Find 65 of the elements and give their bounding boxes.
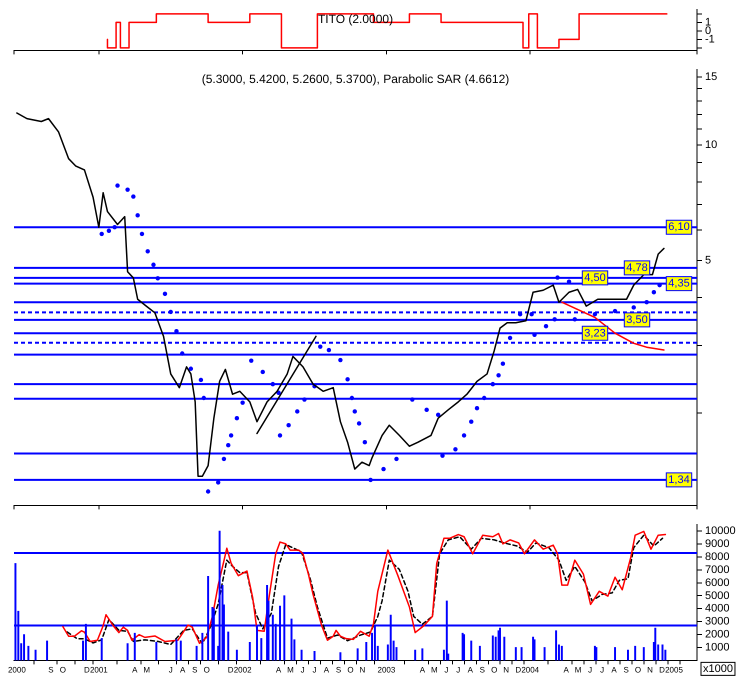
x-tick-label: S — [192, 665, 198, 674]
x-tick-label: M — [574, 665, 582, 674]
y-tick-label: 6000 — [705, 576, 730, 589]
x-tick-label: J — [300, 665, 305, 674]
x-tick-label: N — [360, 665, 366, 674]
ref-line-label: 3,50 — [626, 314, 648, 326]
x-tick-label: 2002 — [234, 665, 252, 674]
x-tick-label: J — [588, 665, 592, 674]
x-tick-label: 2004 — [521, 665, 540, 674]
y-tick-label: 10000 — [705, 525, 736, 538]
x-tick-label: O — [491, 665, 498, 674]
ref-line-label: 4,78 — [626, 262, 648, 274]
x-tick-label: 2005 — [665, 665, 684, 674]
ref-line-label: 4,50 — [584, 272, 606, 284]
y-tick-label: 5000 — [705, 590, 730, 602]
x-tick-label: D — [228, 665, 234, 674]
ref-line-label: 3,23 — [584, 327, 606, 340]
y-tick-label: -1 — [705, 33, 715, 46]
y-tick-label: 15 — [705, 71, 718, 84]
x-tick-label: M — [287, 665, 294, 674]
x-tick-label: 2000 — [8, 665, 26, 674]
x-tick-label: A — [611, 665, 618, 674]
y-tick-label: 9000 — [705, 538, 730, 550]
x-tick-label: J — [312, 665, 317, 674]
ref-line-label: 6,10 — [668, 221, 690, 234]
x-tick-label: J — [168, 665, 173, 674]
ref-line-label: 1,34 — [668, 474, 690, 486]
x-tick-label: S — [48, 665, 54, 674]
x-tick-label: N — [503, 665, 510, 674]
x-tick-label: N — [647, 665, 654, 674]
x-tick-label: S — [623, 665, 629, 674]
x-tick-label: 2003 — [378, 665, 396, 674]
y-tick-label: 5 — [705, 254, 712, 266]
x-tick-label: J — [444, 665, 448, 674]
chart-title: (5.3000, 5.4200, 5.2600, 5.3700), Parabolic SAR (4.6612) — [202, 72, 510, 86]
x-tick-label: M — [430, 665, 438, 674]
x-tick-label: D — [659, 665, 666, 674]
x-tick-label: A — [324, 665, 330, 674]
text: x1000 — [703, 662, 733, 675]
y-tick-label: 7000 — [705, 564, 730, 576]
x-tick-label: A — [276, 665, 282, 674]
x-tick-label: O — [60, 665, 66, 674]
y-tick-label: 1000 — [705, 642, 730, 654]
y-tick-label: 3000 — [705, 616, 730, 628]
x-tick-label: S — [480, 665, 485, 674]
x-tick-label: M — [143, 665, 150, 674]
y-tick-label: 2000 — [705, 628, 730, 641]
x-tick-label: D — [84, 665, 90, 674]
x-tick-label: O — [347, 665, 354, 674]
x-tick-label: A — [563, 665, 570, 674]
x-tick-label: A — [180, 665, 186, 674]
ref-line-label: 4,35 — [668, 278, 690, 290]
y-tick-label: 8000 — [705, 550, 730, 563]
x-tick-label: A — [132, 665, 138, 674]
x-tick-label: O — [204, 665, 210, 674]
x-tick-label: J — [456, 665, 460, 674]
x-tick-label: A — [468, 665, 474, 674]
y-tick-label: 4000 — [705, 602, 730, 615]
x-tick-label: D — [515, 665, 522, 674]
x-tick-label: S — [336, 665, 342, 674]
x-tick-label: J — [600, 665, 604, 674]
x-tick-label: A — [420, 665, 426, 674]
x-tick-label: O — [634, 665, 642, 674]
y-tick-label: 10 — [705, 138, 718, 151]
x-tick-label: 2001 — [90, 665, 108, 674]
